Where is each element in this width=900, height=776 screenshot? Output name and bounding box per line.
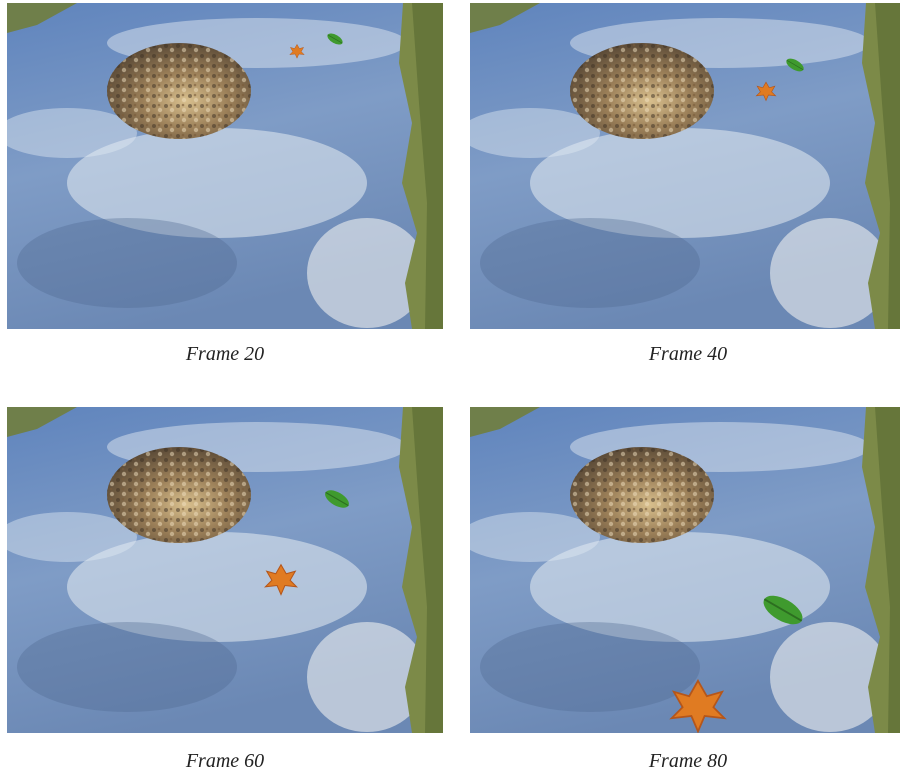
orange-leaf	[289, 43, 305, 59]
caption: Frame 60	[185, 750, 265, 772]
frame-image	[470, 3, 900, 329]
caption: Frame 20	[185, 343, 265, 365]
green-leaf	[327, 33, 343, 45]
orange-leaf	[669, 679, 727, 733]
caption: Frame 80	[648, 750, 728, 772]
caption: Frame 40	[648, 343, 728, 365]
orange-leaf	[755, 81, 777, 102]
frame-image	[470, 407, 900, 733]
orange-leaf	[263, 563, 299, 596]
green-leaf	[325, 490, 349, 508]
green-leaf	[786, 58, 804, 72]
frame-image	[7, 3, 443, 329]
green-leaf	[763, 595, 803, 625]
frame-image	[7, 407, 443, 733]
